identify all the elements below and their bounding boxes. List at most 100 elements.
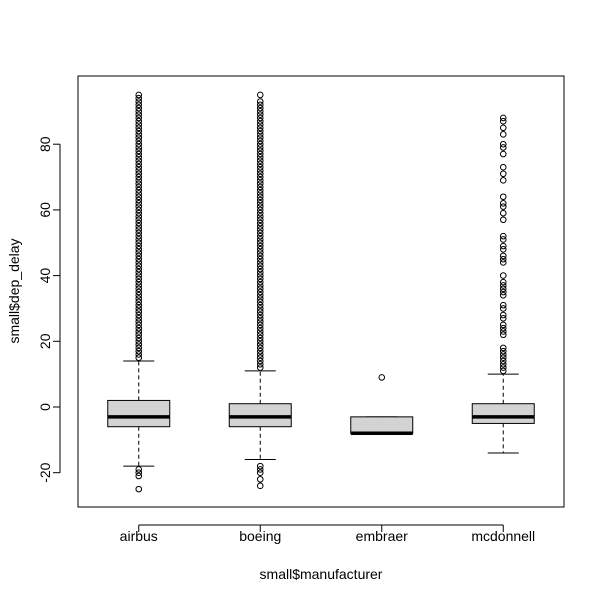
outlier-point <box>499 232 507 240</box>
outlier-point <box>256 131 264 138</box>
outlier-point <box>135 242 143 250</box>
outlier-point <box>135 285 143 293</box>
outlier-point <box>499 315 507 322</box>
outlier-point <box>499 351 507 358</box>
outlier-point <box>135 150 143 158</box>
outlier-point <box>135 160 143 168</box>
outlier-point <box>256 272 264 279</box>
outlier-point <box>256 328 264 335</box>
outlier-point <box>256 341 264 348</box>
outlier-point <box>499 305 507 312</box>
outlier-point <box>135 265 143 273</box>
outlier-point <box>135 347 143 355</box>
outlier-point <box>256 140 264 148</box>
outlier-point <box>256 354 264 362</box>
outlier-point <box>256 91 264 99</box>
outlier-point <box>256 347 264 355</box>
outlier-point <box>256 249 264 256</box>
outlier-point <box>135 308 143 316</box>
outlier-point <box>135 351 143 358</box>
outlier-point <box>256 121 264 128</box>
outlier-point <box>135 196 143 204</box>
box-airbus <box>107 91 171 493</box>
outlier-point <box>256 482 264 490</box>
outlier-point <box>499 242 507 250</box>
outlier-point <box>256 170 264 178</box>
outlier-point <box>256 282 264 289</box>
outlier-point <box>135 134 143 141</box>
outlier-point <box>499 150 507 158</box>
outlier-point <box>135 154 143 161</box>
outlier-point <box>135 301 143 309</box>
outlier-point <box>256 137 264 145</box>
outlier-point <box>499 282 507 289</box>
box-mcdonnell <box>471 114 535 454</box>
outlier-point <box>256 298 264 306</box>
outlier-point <box>256 357 264 365</box>
outlier-point <box>135 157 143 164</box>
outlier-point <box>256 269 264 276</box>
outlier-point <box>499 236 507 243</box>
outlier-point <box>256 351 264 358</box>
outlier-point <box>256 318 264 325</box>
outlier-point <box>499 367 507 375</box>
outlier-point <box>135 137 143 145</box>
outlier-point <box>256 364 264 371</box>
outlier-point <box>135 472 143 480</box>
outlier-point <box>135 278 143 286</box>
outlier-point <box>135 131 143 138</box>
outlier-point <box>135 111 143 118</box>
outlier-point <box>499 144 507 151</box>
outlier-point <box>499 360 507 368</box>
outlier-point <box>256 114 264 122</box>
outlier-point <box>256 255 264 263</box>
outlier-point <box>135 485 143 493</box>
outlier-point <box>135 249 143 256</box>
outlier-point <box>256 134 264 141</box>
outlier-point <box>135 167 143 174</box>
outlier-point <box>256 236 264 243</box>
outlier-point <box>256 216 264 224</box>
outlier-point <box>378 374 386 381</box>
outlier-point <box>135 223 143 230</box>
outlier-point <box>499 216 507 224</box>
outlier-point <box>256 209 264 217</box>
outlier-point <box>135 252 143 260</box>
outlier-point <box>256 278 264 286</box>
outlier-point <box>256 324 264 332</box>
x-tick-label: airbus <box>120 528 158 544</box>
outlier-point <box>256 213 264 220</box>
outlier-point <box>499 311 507 319</box>
outlier-point <box>256 301 264 309</box>
outlier-point <box>135 121 143 128</box>
box-iqr <box>471 403 535 424</box>
outlier-point <box>256 360 264 368</box>
outlier-point <box>256 193 264 201</box>
outlier-point <box>499 272 507 279</box>
outlier-point <box>499 124 507 132</box>
outlier-point <box>135 104 143 112</box>
outlier-point <box>256 292 264 299</box>
y-tick-label: 40 <box>37 268 53 284</box>
outlier-point <box>256 104 264 112</box>
outlier-point <box>256 183 264 191</box>
outlier-point <box>135 354 143 362</box>
box-embraer <box>350 374 414 436</box>
y-tick-label: -20 <box>37 462 53 482</box>
outlier-point <box>499 209 507 217</box>
outlier-point <box>135 259 143 266</box>
outlier-point <box>135 206 143 214</box>
outlier-point <box>499 177 507 184</box>
outlier-point <box>135 315 143 322</box>
outlier-point <box>256 239 264 247</box>
outlier-point <box>135 232 143 240</box>
box-boeing <box>228 91 292 490</box>
outlier-point <box>135 180 143 187</box>
outlier-point <box>499 193 507 201</box>
outlier-point <box>256 223 264 230</box>
outlier-point <box>256 259 264 266</box>
outlier-point <box>256 108 264 115</box>
outlier-point <box>256 203 264 210</box>
outlier-point <box>256 321 264 329</box>
outlier-point <box>135 216 143 224</box>
